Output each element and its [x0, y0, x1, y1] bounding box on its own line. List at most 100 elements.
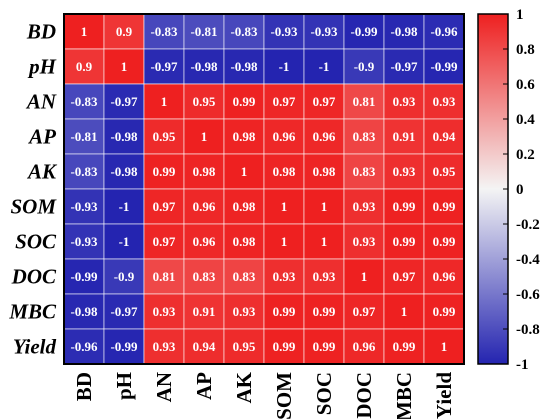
heatmap-cell — [303, 118, 345, 155]
heatmap-cell — [343, 83, 385, 120]
heatmap-cell — [223, 153, 265, 190]
cell-value-label: 0.93 — [273, 269, 296, 284]
column-tick-label: AK — [232, 371, 256, 403]
cell-value-label: -0.99 — [430, 59, 458, 74]
heatmap-cell — [143, 188, 185, 225]
cell-value-label: 0.99 — [233, 94, 256, 109]
cell-value-label: 0.97 — [153, 234, 176, 249]
heatmap-cell — [223, 258, 265, 295]
cell-value-label: 0.96 — [193, 234, 216, 249]
cell-value-label: -0.83 — [230, 24, 258, 39]
cell-value-label: -1 — [319, 59, 330, 74]
cell-value-label: 1 — [401, 304, 408, 319]
cell-value-label: 0.99 — [393, 339, 416, 354]
heatmap-cell — [103, 48, 145, 85]
cell-value-label: 1 — [201, 129, 208, 144]
cell-value-label: -0.96 — [70, 339, 98, 354]
cell-value-label: -0.99 — [70, 269, 98, 284]
heatmap-cell — [183, 48, 225, 85]
heatmap-cell — [183, 258, 225, 295]
cell-value-label: 0.99 — [153, 164, 176, 179]
cell-value-label: 0.95 — [433, 164, 456, 179]
cell-value-label: 1 — [281, 199, 288, 214]
heatmap-cell — [423, 118, 465, 155]
heatmap-cell — [383, 328, 425, 365]
row-tick-label: MBC — [8, 300, 57, 324]
cell-value-label: -0.98 — [70, 304, 98, 319]
heatmap-cell — [103, 293, 145, 330]
row-tick-labels: BD pH AN AP AK SOM SOC DOC MBC Yield — [8, 20, 58, 359]
cell-value-label: 1 — [321, 234, 328, 249]
heatmap-cell — [303, 48, 345, 85]
column-tick-label: pH — [112, 372, 136, 400]
row-tick-label: AN — [25, 90, 57, 114]
row-tick-label: SOM — [10, 195, 57, 219]
cell-value-label: 0.83 — [353, 164, 376, 179]
heatmap-cell — [143, 83, 185, 120]
colorbar-tick-label: 0.2 — [516, 147, 535, 163]
cell-value-label: 0.99 — [433, 304, 456, 319]
cell-value-label: 0.96 — [313, 129, 336, 144]
cell-value-label: 0.91 — [393, 129, 416, 144]
colorbar-tick-label: -0.6 — [516, 287, 540, 303]
cell-value-label: 0.97 — [393, 269, 416, 284]
heatmap-cell — [263, 258, 305, 295]
row-tick-label: AK — [26, 160, 58, 184]
cell-value-label: 0.93 — [233, 304, 256, 319]
colorbar-ticks: 1 0.8 0.6 0.4 0.2 0 -0.2 -0.4 -0.6 -0.8 -1 — [503, 7, 540, 373]
heatmap-cell — [63, 188, 105, 225]
cell-value-label: 0.9 — [76, 59, 93, 74]
heatmap-cell — [263, 118, 305, 155]
cell-value-label: -0.93 — [270, 24, 298, 39]
cell-value-label: 0.98 — [273, 164, 296, 179]
cell-value-label: 0.97 — [273, 94, 296, 109]
heatmap-cell — [303, 223, 345, 260]
column-tick-label: SOM — [272, 372, 296, 419]
cell-value-label: -0.98 — [230, 59, 258, 74]
heatmap-cell — [63, 223, 105, 260]
heatmap-cell — [63, 13, 105, 50]
colorbar-tick-label: -0.4 — [516, 252, 540, 268]
colorbar-tick-label: 1 — [516, 7, 524, 23]
cell-value-label: 0.81 — [153, 269, 176, 284]
cell-value-label: 0.96 — [273, 129, 296, 144]
heatmap-cell — [383, 48, 425, 85]
heatmap-cell — [103, 258, 145, 295]
heatmap-cells — [63, 13, 465, 365]
heatmap-cell — [383, 258, 425, 295]
cell-value-label: 1 — [81, 24, 88, 39]
cell-value-label: 0.96 — [193, 199, 216, 214]
cell-value-label: 0.93 — [353, 234, 376, 249]
cell-value-label: -0.81 — [190, 24, 217, 39]
heatmap-cell — [303, 258, 345, 295]
heatmap-cell — [263, 13, 305, 50]
heatmap-cell-labels: 1 0.9 -0.83 -0.81 -0.83 -0.93 -0.93 -0.99 -0.98-… — [70, 24, 458, 354]
heatmap-cell — [263, 48, 305, 85]
cell-value-label: 0.95 — [153, 129, 176, 144]
column-tick-label: SOC — [312, 372, 336, 415]
heatmap-cell — [383, 83, 425, 120]
colorbar-tick-label: 0 — [516, 182, 524, 198]
heatmap-cell — [143, 153, 185, 190]
cell-value-label: 0.94 — [433, 129, 456, 144]
heatmap-cell — [303, 83, 345, 120]
cell-value-label: 0.98 — [233, 199, 256, 214]
heatmap-cell — [263, 328, 305, 365]
cell-value-label: 0.99 — [393, 234, 416, 249]
heatmap-cell — [383, 223, 425, 260]
cell-value-label: -0.9 — [354, 59, 375, 74]
heatmap-cell — [343, 13, 385, 50]
cell-value-label: -0.83 — [70, 94, 98, 109]
cell-value-label: -0.98 — [110, 129, 138, 144]
column-tick-label: AN — [152, 372, 176, 402]
row-tick-label: BD — [26, 20, 56, 44]
heatmap-cell — [423, 328, 465, 365]
cell-value-label: 0.99 — [273, 304, 296, 319]
cell-value-label: 0.98 — [233, 129, 256, 144]
cell-value-label: -0.83 — [150, 24, 178, 39]
cell-value-label: 0.93 — [153, 304, 176, 319]
heatmap-cell — [223, 83, 265, 120]
cell-value-label: -1 — [119, 234, 130, 249]
row-tick-label: SOC — [15, 230, 57, 254]
cell-value-label: 0.98 — [313, 164, 336, 179]
